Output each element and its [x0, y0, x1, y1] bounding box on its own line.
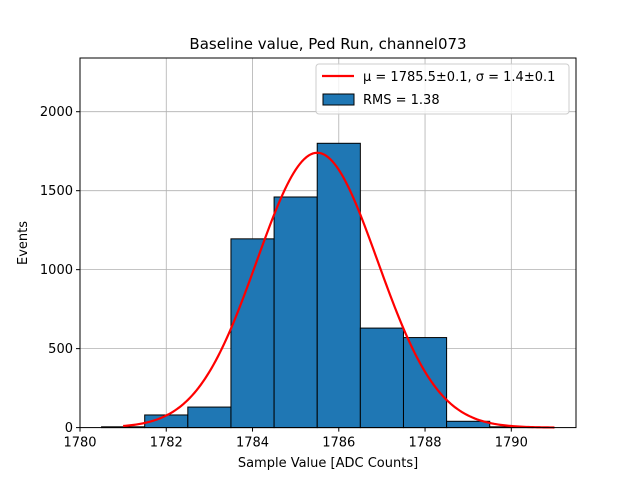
- legend-fit-label: μ = 1785.5±0.1, σ = 1.4±0.1: [363, 70, 555, 85]
- y-tick-label-3: 1500: [40, 184, 73, 199]
- y-tick-label-1: 500: [48, 342, 73, 357]
- y-tick-label-4: 2000: [40, 105, 73, 120]
- y-tick-label-0: 0: [65, 421, 73, 436]
- x-tick-label-4: 1788: [408, 436, 441, 451]
- histogram-bar-4: [273, 196, 318, 429]
- y-axis-label: Events: [16, 221, 31, 265]
- legend-rms-swatch: [322, 93, 355, 106]
- x-axis-label: Sample Value [ADC Counts]: [238, 456, 418, 471]
- legend: μ = 1785.5±0.1, σ = 1.4±0.1 RMS = 1.38: [315, 63, 570, 115]
- plot-frame: [79, 57, 577, 429]
- x-tick-label-1: 1782: [150, 436, 183, 451]
- y-tick-label-2: 1000: [40, 263, 73, 278]
- gaussian-fit-curve: [123, 151, 555, 429]
- x-axis-ticks: 1780 1782 1784 1786 1788 1790: [63, 427, 528, 451]
- histogram-bar-5: [316, 142, 361, 429]
- histogram-bar-2: [187, 406, 232, 429]
- x-tick-label-0: 1780: [63, 436, 96, 451]
- x-tick-label-2: 1784: [236, 436, 269, 451]
- chart-title: Baseline value, Ped Run, channel073: [189, 35, 466, 53]
- y-axis-ticks: 0 500 1000 1500 2000: [40, 105, 80, 436]
- legend-rms-label: RMS = 1.38: [363, 93, 440, 108]
- histogram-bar-7: [402, 337, 448, 429]
- histogram-bar-3: [230, 238, 275, 429]
- x-tick-label-3: 1786: [322, 436, 355, 451]
- histogram-bar-6: [359, 327, 404, 429]
- x-tick-label-5: 1790: [495, 436, 528, 451]
- legend-box: [315, 63, 570, 115]
